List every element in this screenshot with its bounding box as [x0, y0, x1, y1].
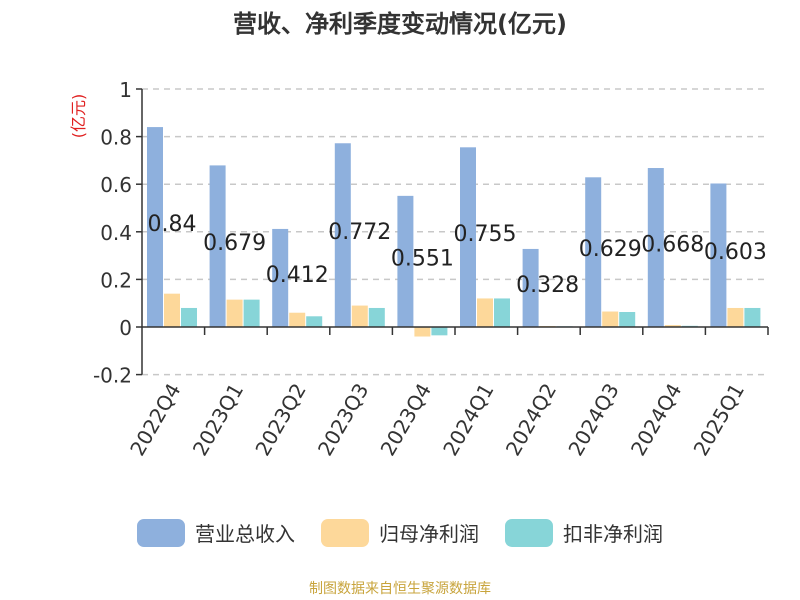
data-label: 0.84 — [148, 212, 197, 237]
x-tick-label: 2023Q4 — [376, 379, 436, 460]
y-tick-label: 0.4 — [100, 221, 132, 245]
bar-扣非净利润 — [619, 312, 636, 327]
data-label: 0.629 — [579, 237, 642, 262]
bar-营业总收入 — [397, 195, 414, 327]
y-tick-label: 0.6 — [100, 173, 132, 197]
bar-扣非净利润 — [243, 299, 260, 327]
bar-归母净利润 — [226, 299, 243, 327]
legend-item-revenue[interactable]: 营业总收入 — [137, 518, 295, 547]
bar-归母净利润 — [664, 325, 681, 327]
bar-归母净利润 — [477, 298, 493, 327]
y-tick-label: -0.2 — [93, 364, 132, 388]
legend-item-net-profit[interactable]: 归母净利润 — [321, 518, 479, 547]
bar-营业总收入 — [272, 228, 289, 327]
x-tick-label: 2023Q1 — [188, 379, 248, 460]
chart-title: 营收、净利季度变动情况(亿元) — [233, 10, 567, 38]
bar-营业总收入 — [522, 248, 539, 327]
data-label: 0.412 — [266, 263, 329, 288]
legend-swatch-net-profit — [321, 518, 369, 547]
bar-归母净利润 — [727, 307, 744, 327]
bar-归母净利润 — [164, 293, 180, 327]
data-source-note: 制图数据来自恒生聚源数据库 — [309, 581, 491, 597]
bar-归母净利润 — [351, 305, 368, 327]
bar-营业总收入 — [147, 127, 163, 327]
bar-营业总收入 — [585, 177, 602, 327]
x-tick-label: 2024Q4 — [626, 379, 686, 460]
x-tick-label: 2023Q3 — [313, 379, 373, 460]
bar-归母净利润 — [602, 311, 619, 327]
bar-归母净利润 — [414, 327, 431, 337]
x-tick-label: 2023Q2 — [250, 379, 310, 460]
legend-label-deducted-profit: 扣非净利润 — [563, 522, 663, 546]
bar-扣非净利润 — [181, 307, 197, 327]
y-axis-unit-label: (亿元) — [69, 94, 88, 139]
data-label: 0.679 — [203, 231, 266, 256]
bar-营业总收入 — [647, 168, 664, 327]
legend-label-net-profit: 归母净利润 — [379, 522, 479, 546]
bar-扣非净利润 — [494, 298, 510, 327]
bar-扣非净利润 — [431, 327, 448, 336]
data-label: 0.772 — [328, 220, 391, 245]
bar-扣非净利润 — [306, 316, 323, 327]
y-tick-label: 0 — [119, 316, 132, 340]
bar-营业总收入 — [710, 183, 727, 327]
bar-扣非净利润 — [368, 307, 385, 327]
x-tick-label: 2024Q3 — [563, 379, 623, 460]
bar-营业总收入 — [209, 165, 226, 327]
legend-swatch-revenue — [137, 518, 185, 547]
x-tick-label: 2024Q1 — [438, 379, 498, 460]
data-label: 0.328 — [516, 273, 579, 298]
bar-营业总收入 — [460, 147, 476, 327]
y-tick-label: 1 — [119, 78, 132, 102]
bar-营业总收入 — [334, 143, 351, 327]
legend-label-revenue: 营业总收入 — [195, 522, 295, 546]
data-label: 0.668 — [641, 233, 704, 258]
bar-归母净利润 — [289, 312, 306, 327]
y-tick-label: 0.2 — [100, 268, 132, 292]
legend-swatch-deducted-profit — [505, 518, 553, 547]
y-tick-label: 0.8 — [100, 126, 132, 150]
data-label: 0.755 — [454, 222, 517, 247]
legend-item-deducted-profit[interactable]: 扣非净利润 — [505, 518, 663, 547]
data-label: 0.603 — [704, 240, 767, 265]
x-tick-label: 2025Q1 — [689, 379, 749, 460]
legend: 营业总收入 归母净利润 扣非净利润 — [0, 518, 800, 547]
x-tick-label: 2022Q4 — [125, 379, 185, 460]
data-label: 0.551 — [391, 246, 454, 271]
x-tick-label: 2024Q2 — [501, 379, 561, 460]
bar-扣非净利润 — [744, 307, 761, 327]
